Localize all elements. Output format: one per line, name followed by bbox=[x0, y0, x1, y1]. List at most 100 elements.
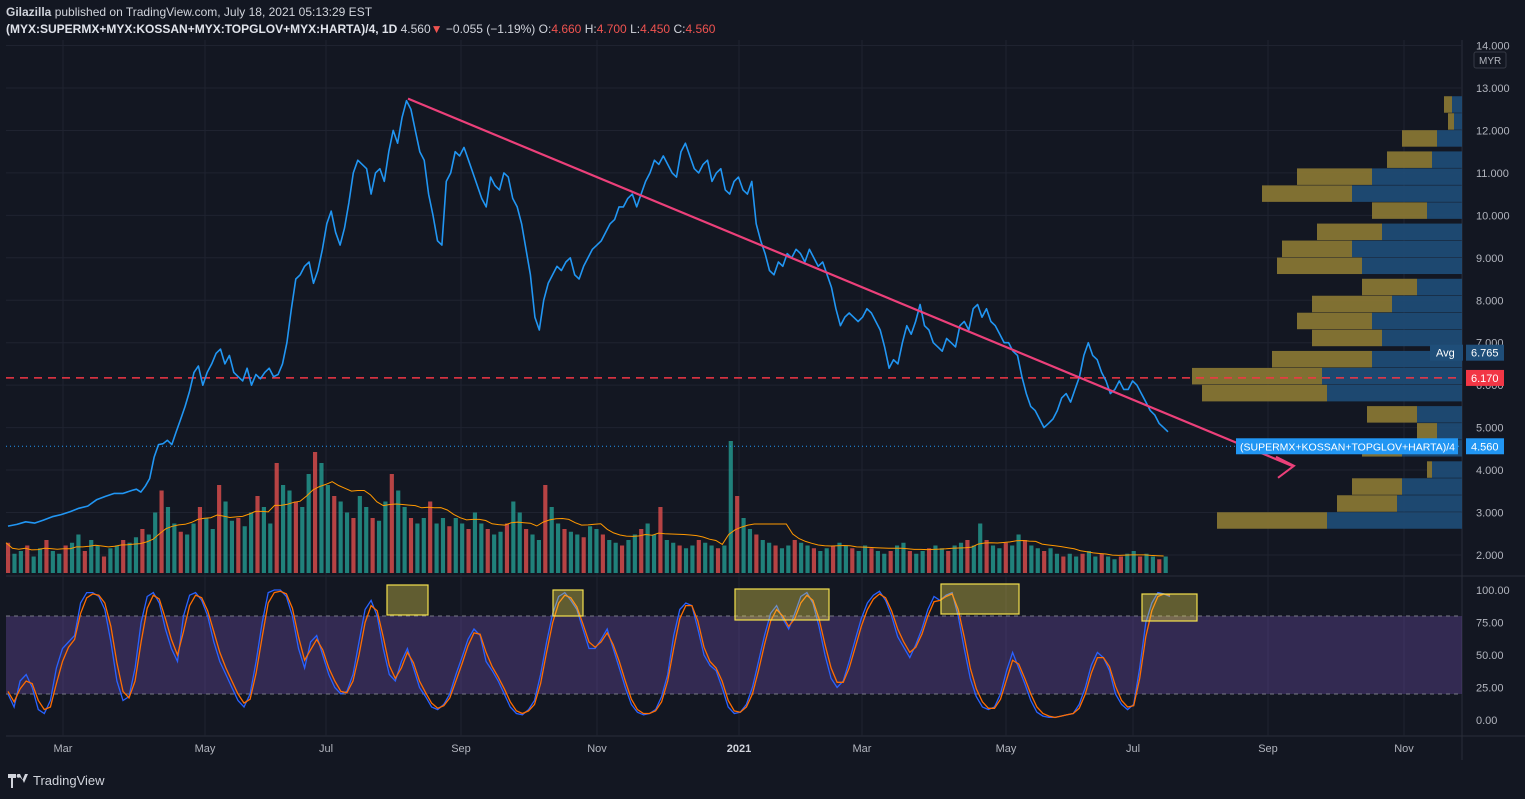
volume-profile-bar-up bbox=[1352, 478, 1402, 495]
high-label: H: bbox=[584, 22, 597, 36]
volume-bar bbox=[997, 548, 1002, 573]
volume-bar bbox=[1118, 556, 1123, 573]
volume-bar bbox=[460, 523, 465, 573]
x-tick-label: Jul bbox=[319, 743, 333, 755]
volume-bar bbox=[191, 523, 196, 573]
x-tick-label: Mar bbox=[853, 743, 872, 755]
volume-profile-bar-down bbox=[1432, 151, 1462, 168]
volume-bar bbox=[875, 551, 880, 573]
volume-bar bbox=[805, 545, 810, 573]
volume-bar bbox=[121, 540, 126, 573]
volume-bar bbox=[517, 512, 522, 573]
volume-bar bbox=[364, 507, 369, 573]
volume-bar bbox=[178, 531, 183, 573]
volume-bar bbox=[568, 531, 573, 573]
volume-bar bbox=[639, 529, 644, 573]
volume-bar bbox=[524, 529, 529, 573]
y-tick-label: 14.000 bbox=[1476, 41, 1510, 53]
volume-bar bbox=[792, 540, 797, 573]
volume-profile-bar-down bbox=[1382, 223, 1462, 241]
volume-bar bbox=[767, 542, 772, 573]
chart-canvas[interactable]: Mar May Jul Sep Nov 2021 Mar May Jul Sep Nov 14.000… bbox=[0, 0, 1525, 765]
volume-bar bbox=[210, 529, 215, 573]
volume-bar bbox=[549, 507, 554, 573]
volume-bar bbox=[31, 556, 36, 573]
volume-bar bbox=[888, 551, 893, 573]
x-tick-label: Nov bbox=[587, 743, 607, 755]
stoch-highlight-box bbox=[734, 588, 830, 621]
volume-bar bbox=[498, 531, 503, 573]
volume-bar bbox=[536, 540, 541, 573]
volume-profile-bar-down bbox=[1417, 406, 1462, 423]
trendline-arrowhead bbox=[1275, 455, 1296, 479]
volume-bar bbox=[428, 501, 433, 573]
symbol-title[interactable]: (MYX:SUPERMX+MYX:KOSSAN+MYX:TOPGLOV+MYX:… bbox=[6, 22, 398, 36]
volume-bar bbox=[504, 523, 510, 573]
volume-bar bbox=[728, 441, 733, 573]
volume-profile-bar-up bbox=[1282, 240, 1352, 258]
stoch-highlight-box bbox=[386, 584, 429, 616]
volume-bar bbox=[338, 501, 343, 573]
volume-profile-bar-down bbox=[1352, 185, 1462, 202]
volume-bar bbox=[926, 548, 932, 573]
volume-bar bbox=[453, 518, 458, 573]
volume-profile-bar-up bbox=[1362, 278, 1417, 296]
symbol-legend: (MYX:SUPERMX+MYX:KOSSAN+MYX:TOPGLOV+MYX:… bbox=[6, 22, 715, 36]
x-tick-label: Nov bbox=[1394, 743, 1414, 755]
volume-bar bbox=[1061, 556, 1066, 573]
volume-bar bbox=[1054, 553, 1060, 573]
volume-profile-bar-up bbox=[1272, 350, 1372, 368]
volume-profile-bar-up bbox=[1448, 113, 1454, 130]
volume-bar bbox=[95, 545, 100, 573]
stoch-highlight-box bbox=[940, 583, 1020, 615]
volume-bar bbox=[562, 529, 567, 573]
volume-bar bbox=[952, 545, 957, 573]
volume-bar bbox=[556, 523, 561, 573]
volume-profile-bar-down bbox=[1327, 384, 1462, 402]
volume-bar bbox=[37, 548, 43, 573]
volume-bar bbox=[287, 490, 292, 573]
publisher-line: Gilazilla published on TradingView.com, … bbox=[6, 5, 372, 19]
volume-bar bbox=[383, 501, 388, 573]
support-value: 6.170 bbox=[1471, 373, 1499, 385]
volume-bar bbox=[389, 474, 394, 573]
volume-bar bbox=[325, 485, 330, 573]
volume-profile-bar-down bbox=[1322, 367, 1462, 385]
last-value-label: 4.560 bbox=[1471, 441, 1499, 453]
volume-bar bbox=[1150, 556, 1155, 573]
volume-bar bbox=[293, 501, 298, 573]
volume-bar bbox=[140, 529, 145, 573]
volume-profile-bar-up bbox=[1217, 512, 1327, 529]
avg-label-box bbox=[1430, 344, 1463, 361]
tradingview-logo[interactable]: TradingView bbox=[8, 773, 105, 788]
volume-bar bbox=[850, 548, 855, 573]
currency-box bbox=[1473, 51, 1507, 69]
volume-bar bbox=[882, 553, 887, 573]
volume-bar bbox=[920, 551, 925, 573]
volume-bar bbox=[434, 523, 439, 573]
volume-bar bbox=[396, 490, 401, 573]
volume-bar bbox=[127, 542, 132, 573]
volume-bar bbox=[76, 534, 81, 573]
open-value: 4.660 bbox=[551, 22, 582, 36]
volume-bar bbox=[261, 507, 266, 573]
x-tick-label: May bbox=[996, 743, 1017, 755]
volume-bar bbox=[1106, 556, 1111, 573]
volume-profile-bar-down bbox=[1372, 168, 1462, 185]
volume-bar bbox=[344, 512, 350, 573]
volume-bar bbox=[978, 523, 983, 573]
publisher-name[interactable]: Gilazilla bbox=[6, 5, 52, 19]
volume-bar bbox=[511, 501, 516, 573]
volume-bar bbox=[146, 534, 151, 573]
down-arrow-icon: ▼ bbox=[430, 22, 443, 36]
volume-bar bbox=[370, 518, 375, 573]
volume-bar bbox=[1080, 553, 1085, 573]
y-tick-label: 11.000 bbox=[1476, 168, 1509, 180]
y-tick-label: 5.000 bbox=[1476, 423, 1504, 435]
tradingview-brand: TradingView bbox=[33, 773, 105, 788]
volume-bar bbox=[779, 548, 785, 573]
price-change: −0.055 (−1.19%) bbox=[445, 22, 536, 36]
stoch-k-line bbox=[7, 589, 1171, 719]
volume-bar bbox=[773, 545, 778, 573]
volume-bar bbox=[1086, 551, 1092, 573]
